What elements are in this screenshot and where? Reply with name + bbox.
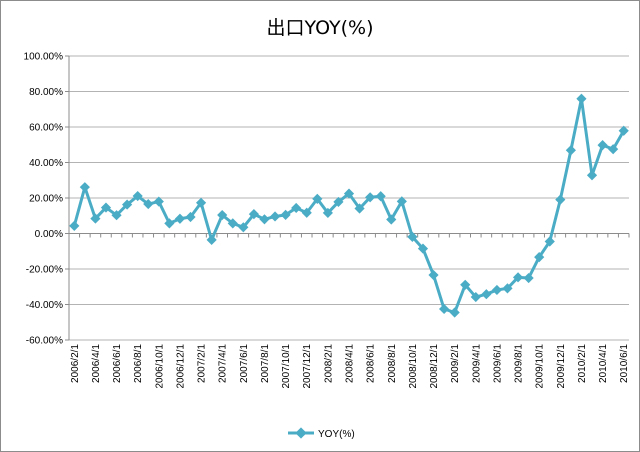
x-tick-label: 2008/8/1 — [387, 344, 398, 383]
data-point-marker — [259, 214, 270, 225]
data-point-marker — [502, 283, 513, 294]
data-point-marker — [69, 220, 80, 231]
data-point-marker — [143, 198, 154, 210]
data-point-marker — [597, 140, 608, 151]
x-tick-label: 2010/2/1 — [577, 344, 588, 383]
series-layer — [69, 93, 629, 318]
data-point-marker — [79, 182, 90, 193]
legend: YOY(%) — [288, 427, 355, 440]
x-tick-label: 2008/2/1 — [323, 344, 334, 383]
data-point-marker — [195, 197, 207, 208]
x-axis-tick-labels: 2006/2/1 2006/4/1 2006/6/1 2006/8/1 2006/10/… — [70, 344, 630, 389]
data-point-marker — [512, 272, 524, 283]
data-point-marker — [153, 196, 164, 207]
data-point-marker — [280, 209, 291, 220]
x-tick-label: 2009/8/1 — [514, 344, 525, 383]
x-tick-label: 2008/12/1 — [429, 344, 440, 389]
data-point-marker — [523, 272, 534, 284]
data-point-marker — [291, 202, 302, 214]
axes — [68, 56, 630, 340]
y-tick-label: 0.00% — [35, 229, 63, 240]
data-point-marker — [555, 194, 566, 205]
data-point-marker — [122, 199, 133, 210]
y-axis-tick-labels: 100.00% 80.00% 60.00% 40.00% 20.00% 0.00% -20.… — [24, 52, 64, 347]
x-tick-label: 2006/4/1 — [91, 344, 102, 383]
data-point-marker — [100, 202, 112, 213]
x-tick-label: 2009/6/1 — [492, 344, 503, 383]
data-point-marker — [534, 252, 545, 263]
x-tick-label: 2009/12/1 — [556, 344, 567, 389]
data-point-marker — [185, 211, 196, 223]
data-point-marker — [227, 218, 238, 229]
x-tick-label: 2006/8/1 — [133, 344, 144, 383]
chart-title: 出口YOY(%) — [267, 17, 374, 39]
data-point-marker — [407, 231, 418, 242]
data-point-marker — [576, 93, 587, 104]
x-tick-label: 2010/4/1 — [598, 344, 609, 383]
y-tick-label: 20.00% — [29, 194, 63, 205]
data-point-marker — [206, 234, 217, 245]
data-point-marker — [301, 207, 312, 218]
data-point-marker — [565, 145, 576, 156]
x-tick-label: 2007/6/1 — [239, 344, 250, 383]
data-point-marker — [449, 307, 460, 318]
x-tick-label: 2007/10/1 — [281, 344, 292, 389]
data-point-marker — [417, 243, 429, 254]
x-tick-label: 2006/12/1 — [175, 344, 186, 389]
x-tick-label: 2007/2/1 — [197, 344, 208, 383]
x-tick-label: 2007/12/1 — [302, 344, 313, 389]
y-tick-label: -60.00% — [26, 336, 63, 347]
data-point-marker — [470, 291, 481, 303]
x-tick-label: 2008/4/1 — [345, 344, 356, 383]
x-tick-label: 2008/10/1 — [408, 344, 419, 389]
x-tick-label: 2006/2/1 — [70, 344, 81, 383]
y-tick-label: 100.00% — [24, 52, 64, 63]
data-point-marker — [312, 193, 323, 204]
data-point-marker — [174, 213, 186, 224]
data-point-marker — [439, 303, 450, 315]
y-tick-label: 60.00% — [29, 123, 63, 134]
x-tick-label: 2007/4/1 — [218, 344, 229, 383]
data-point-marker — [238, 222, 249, 233]
x-tick-label: 2010/6/1 — [619, 344, 630, 383]
x-tick-label: 2006/6/1 — [112, 344, 123, 383]
data-point-marker — [396, 196, 407, 207]
data-point-marker — [90, 213, 101, 224]
data-point-marker — [586, 170, 598, 181]
y-tick-label: -40.00% — [26, 300, 63, 311]
x-tick-label: 2007/8/1 — [260, 344, 271, 383]
data-point-marker — [365, 192, 376, 203]
x-tick-label: 2009/4/1 — [471, 344, 482, 383]
data-point-marker — [460, 279, 471, 290]
data-point-marker — [269, 211, 281, 222]
legend-diamond-marker — [295, 427, 307, 439]
series-line — [72, 97, 626, 314]
x-tick-label: 2006/10/1 — [154, 344, 165, 389]
data-point-marker — [481, 289, 492, 300]
y-tick-label: 80.00% — [29, 87, 63, 98]
grid-lines — [65, 55, 629, 341]
data-point-marker — [164, 218, 175, 229]
y-tick-label: 40.00% — [29, 158, 63, 169]
x-tick-label: 2009/2/1 — [450, 344, 461, 383]
data-point-marker — [428, 269, 439, 281]
legend-label: YOY(%) — [318, 429, 355, 440]
data-point-marker — [375, 191, 386, 202]
data-point-marker — [491, 284, 503, 296]
x-tick-label: 2008/6/1 — [366, 344, 377, 383]
y-tick-label: -20.00% — [26, 265, 63, 276]
data-point-marker — [248, 209, 259, 220]
data-point-marker — [132, 190, 143, 202]
x-tick-label: 2009/10/1 — [535, 344, 546, 389]
data-point-marker — [386, 214, 397, 225]
